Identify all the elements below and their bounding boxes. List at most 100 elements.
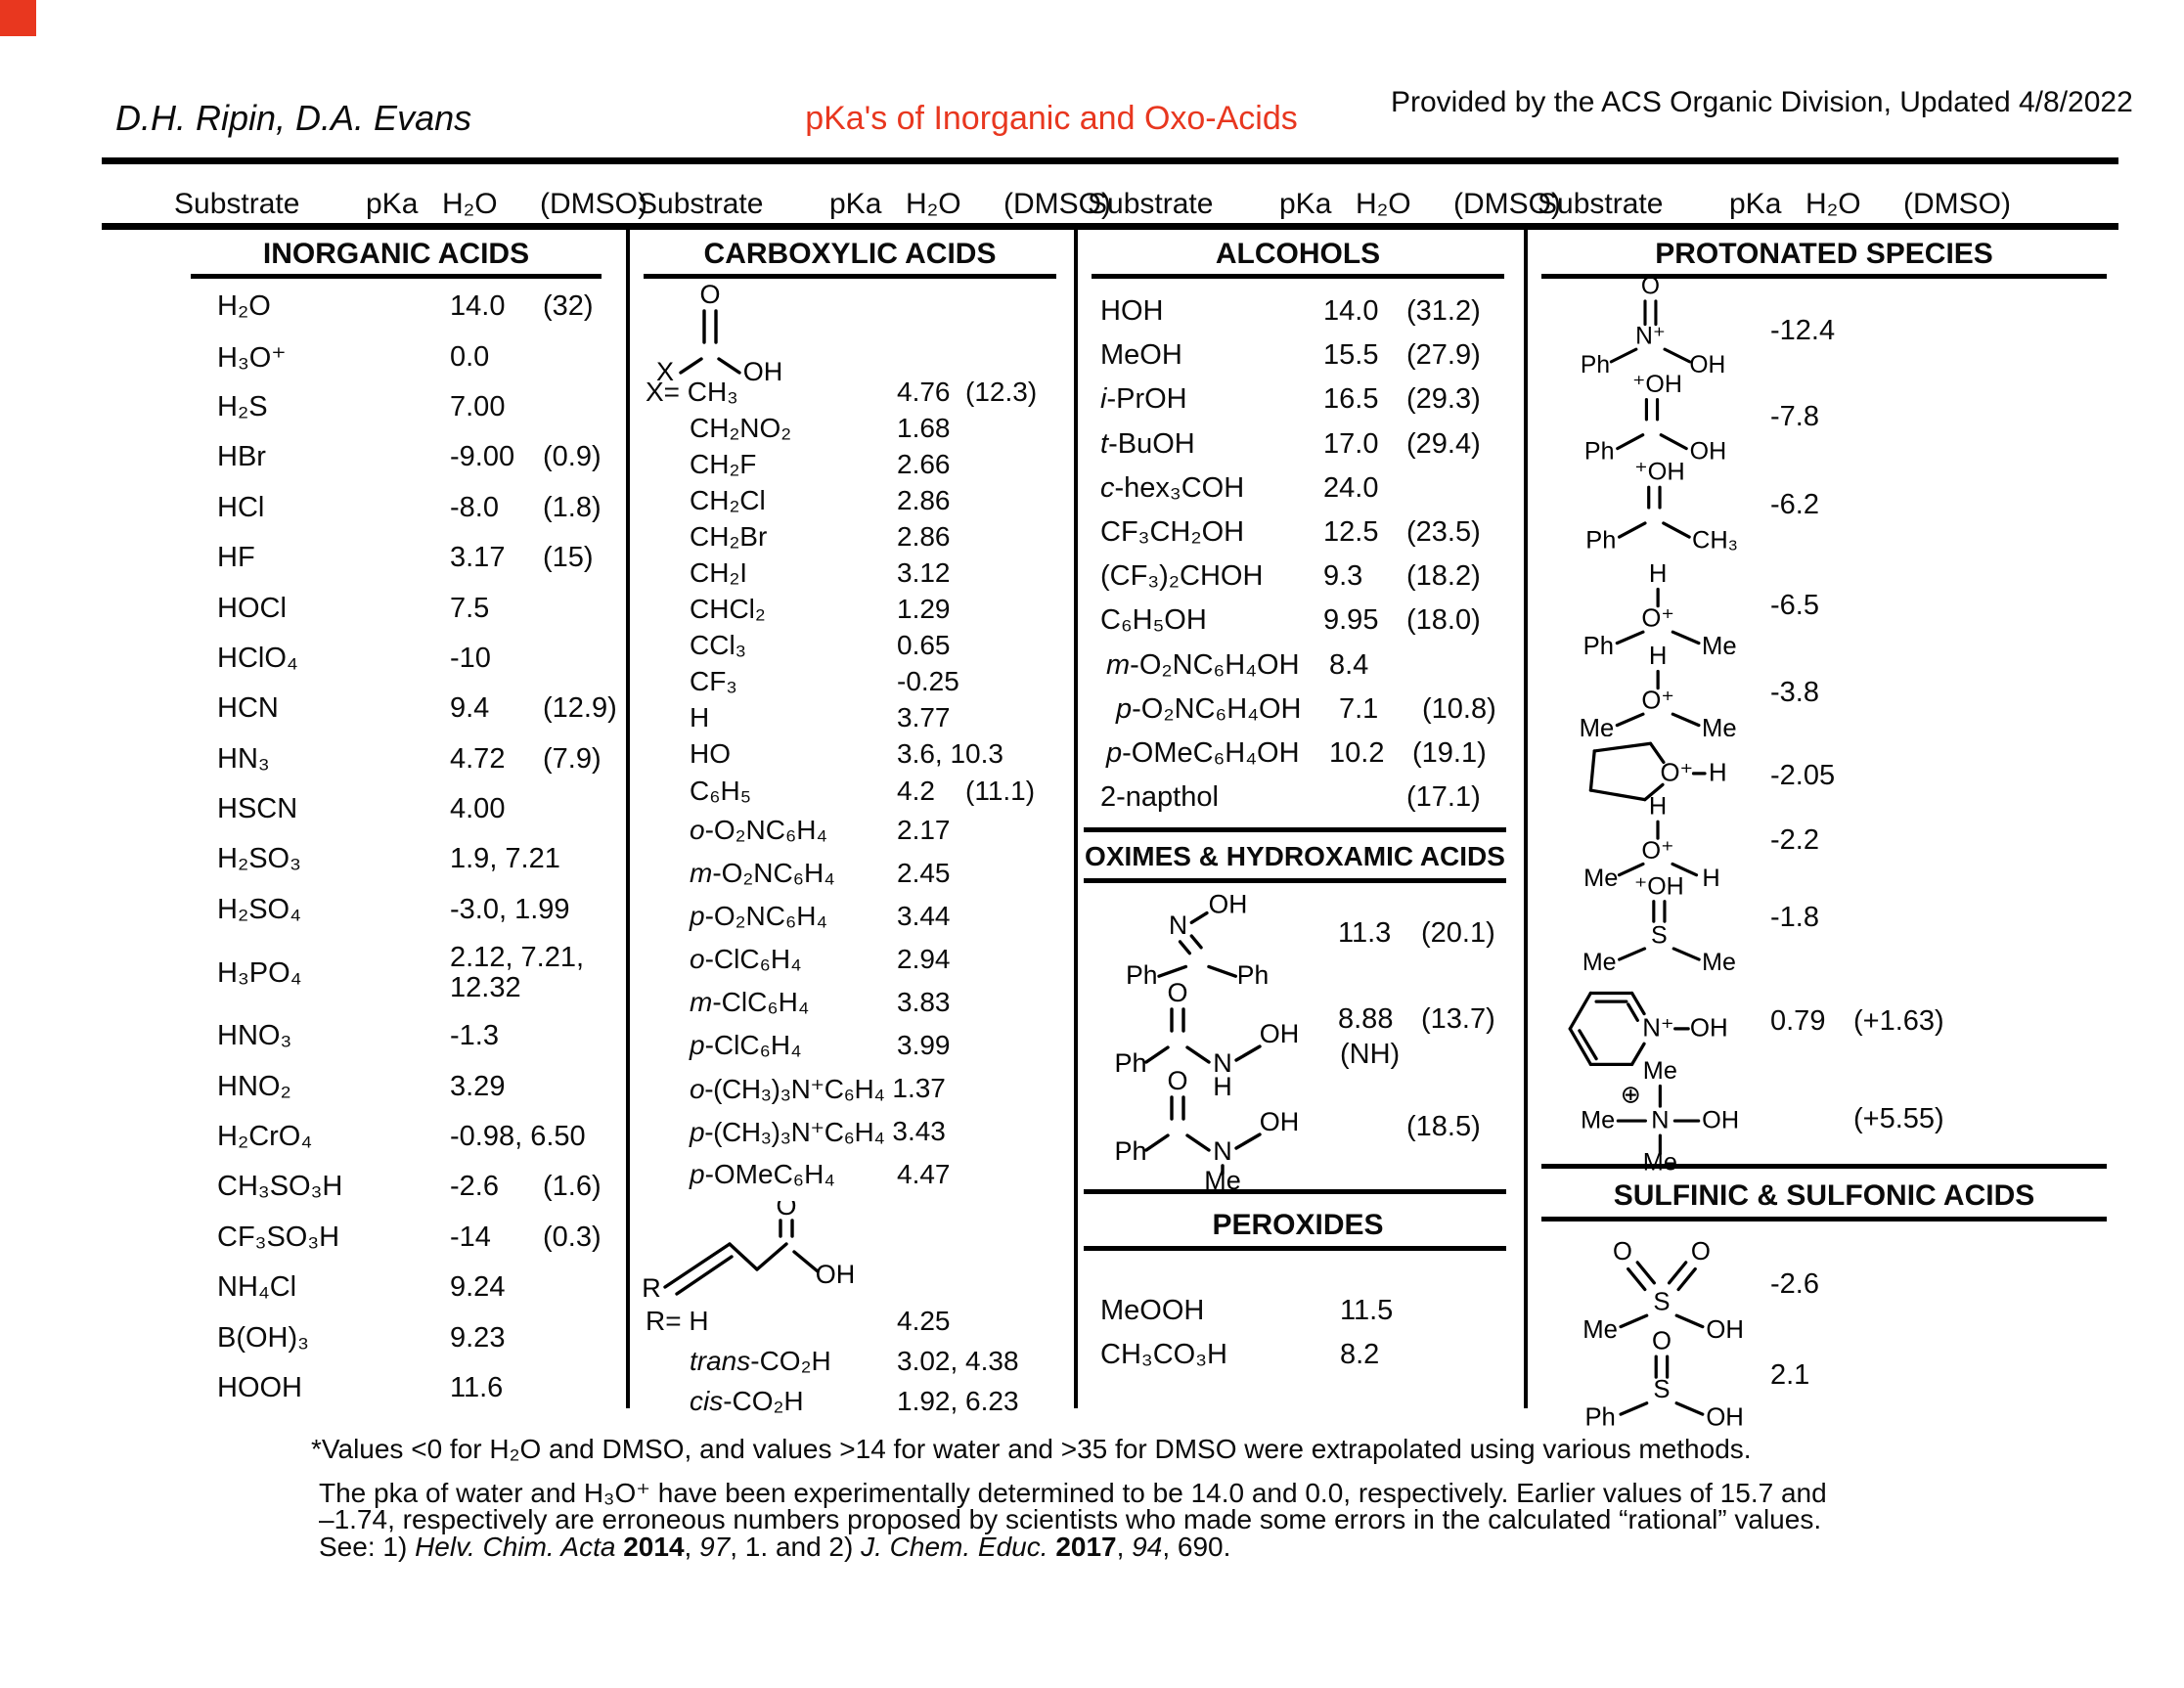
substrate-formula: p-ClC₆H₄ — [690, 1030, 802, 1061]
atom-label: ⁺OH — [1632, 372, 1682, 398]
note-value: (NH) — [1340, 1039, 1401, 1070]
pka-value: 12.5 — [1323, 516, 1379, 549]
pka-value: 0.65 — [897, 630, 951, 661]
pka-value: 9.95 — [1323, 604, 1379, 637]
pka-value: 10.2 — [1329, 736, 1385, 769]
substrate-formula: HSCN — [217, 793, 298, 825]
structure-methanesulfonic-acid: O O S Me OH — [1582, 1238, 1744, 1341]
atom-label: Ph — [1584, 438, 1615, 466]
pka-value: 4.2 — [897, 775, 935, 806]
substrate-formula: trans-CO₂H — [690, 1345, 831, 1376]
atom-label: H — [1702, 865, 1719, 886]
atom-label: Ph — [1237, 960, 1269, 986]
table-row: CHCl₂ 1.29 — [690, 592, 1081, 628]
pka-value: -7.8 — [1770, 401, 1819, 432]
protonated-values: -2.2 — [1770, 824, 1853, 857]
table-row: C₆H₅ 4.2 (11.1) — [690, 773, 1081, 809]
structure-benzohydroxamic-acid: O Ph N H OH — [1114, 980, 1299, 1095]
provided-by-note: Provided by the ACS Organic Division, Up… — [1391, 86, 2133, 118]
dmso-value: (7.9) — [543, 742, 602, 775]
pka-value: 1.68 — [897, 412, 951, 443]
dmso-value: (19.1) — [1412, 736, 1487, 769]
pka-value: 2.12, 7.21, 12.32 — [450, 941, 585, 1004]
substrate-formula: H₂SO₃ — [217, 843, 301, 875]
section-underline — [1084, 1246, 1506, 1251]
atom-label: Me — [1702, 633, 1737, 654]
atom-label: N — [1169, 911, 1187, 940]
substrate-formula: NH₄Cl — [217, 1271, 297, 1304]
dmso-value: (0.3) — [543, 1221, 602, 1253]
pka-value: 9.4 — [450, 692, 490, 725]
atom-label: H — [1709, 760, 1727, 787]
table-row: CH₂F 2.66 — [690, 446, 1081, 482]
pka-value: -6.2 — [1770, 489, 1819, 520]
table-row: p-(CH₃)₃N⁺C₆H₄ 3.43 — [690, 1110, 1081, 1153]
atom-label: Me — [1643, 1058, 1677, 1085]
table-row: X= CH₃ 4.76 (12.3) — [646, 374, 1037, 410]
atom-label: Me — [1702, 949, 1736, 973]
table-row: HNO₃ -1.3 — [217, 1011, 628, 1061]
substrate-formula: (CF₃)₂CHOH — [1100, 560, 1264, 593]
table-row: H₂S 7.00 — [217, 382, 628, 432]
table-row: HOOH 11.6 — [217, 1363, 628, 1413]
atom-label: N — [1213, 1136, 1232, 1166]
substrate-formula: HOOH — [217, 1372, 302, 1403]
pka-value: -1.3 — [450, 1020, 499, 1052]
n-methyl-hydroxamic-values: (18.5) — [1406, 1111, 1481, 1143]
col-header-water: H₂O — [442, 188, 498, 220]
pka-value: 2.45 — [897, 858, 951, 889]
structure-protonated-methanol: H O⁺ Me H — [1583, 794, 1720, 886]
substrate-formula: CH₃CO₃H — [1100, 1339, 1227, 1370]
pka-value: 1.92, 6.23 — [897, 1385, 1019, 1416]
table-row: CH₃CO₃H 8.2 — [1100, 1333, 1511, 1377]
table-row: HOCl 7.5 — [217, 583, 628, 633]
dmso-value: (18.2) — [1406, 560, 1481, 593]
pka-value: 11.6 — [450, 1372, 504, 1403]
col-header-substrate: Substrate — [638, 188, 764, 220]
pka-value: 3.43 — [892, 1116, 946, 1147]
table-row: H₃PO₄ 2.12, 7.21, 12.32 — [217, 935, 628, 1011]
pka-value: 4.47 — [897, 1159, 951, 1190]
atom-label: ⁺OH — [1634, 873, 1684, 900]
atom-label: O — [1167, 980, 1187, 1007]
atom-label: S — [1651, 921, 1668, 949]
pka-value: 16.5 — [1323, 383, 1379, 416]
column-headers-4: Substrate pKa H₂O (DMSO) — [1538, 188, 2011, 221]
structure-acrylic-acid-generic: R O OH — [642, 1201, 855, 1303]
atom-label: O — [776, 1201, 796, 1221]
structure-n-hydroxypyridinium: N⁺ OH — [1568, 991, 1728, 1066]
pka-value: -2.05 — [1770, 760, 1836, 791]
substrate-formula: HCl — [217, 491, 265, 523]
protonated-values: (+5.55) — [1770, 1103, 1944, 1135]
table-row: H₂SO₄ -3.0, 1.99 — [217, 885, 628, 935]
column-header-rule — [102, 223, 2118, 230]
section-title-alcohols: ALCOHOLS — [1215, 238, 1381, 270]
dmso-value: (1.6) — [543, 1171, 602, 1203]
substrate-formula: CF₃ — [690, 666, 737, 697]
dmso-value: (12.3) — [965, 376, 1038, 407]
table-row: HN₃ 4.72 (7.9) — [217, 734, 628, 784]
protonated-values: -2.05 — [1770, 760, 1853, 792]
atom-label: Ph — [1583, 633, 1614, 654]
section-underline — [1541, 1217, 2107, 1222]
pka-value: 4.00 — [450, 793, 506, 825]
pka-value: 3.02, 4.38 — [897, 1345, 1019, 1376]
atom-label: Ph — [1584, 1404, 1615, 1428]
structure-protonated-trimethylamine-n-oxide: Me ⊕ N Me OH Me — [1581, 1058, 1739, 1171]
table-row: MeOH 15.5 (27.9) — [1100, 333, 1516, 378]
substrate-formula: HOH — [1100, 295, 1164, 328]
table-row: MeOOH 11.5 — [1100, 1289, 1511, 1333]
pka-value: 24.0 — [1323, 471, 1379, 504]
table-row: H₂CrO₄ -0.98, 6.50 — [217, 1112, 628, 1162]
substrate-formula: m-O₂NC₆H₄OH — [1106, 648, 1300, 681]
structure-protonated-dmso: ⁺OH S Me Me — [1582, 873, 1736, 973]
acrylic-acids-table: R= H 4.25 trans-CO₂H 3.02, 4.38 cis-CO₂H 1.… — [646, 1301, 1081, 1421]
atom-label: N — [1213, 1048, 1232, 1078]
substrate-formula: CF₃SO₃H — [217, 1221, 340, 1253]
pka-value: 3.12 — [897, 557, 951, 589]
pka-value: -2.2 — [1770, 824, 1819, 856]
atom-label: N⁺ — [1635, 324, 1666, 350]
section-underline — [191, 274, 602, 279]
atom-label: OH — [1260, 1107, 1300, 1136]
substrate-formula: 2-napthol — [1100, 781, 1219, 814]
